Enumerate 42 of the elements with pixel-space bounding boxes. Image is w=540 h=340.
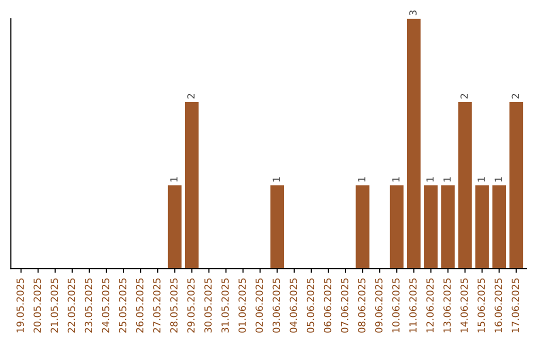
x-tick-label: 20.05.2025 [34,278,41,333]
x-tick-label: 22.05.2025 [68,278,76,333]
data-label: 1 [478,177,485,182]
x-tick-label: 19.05.2025 [16,278,24,332]
data-label: 1 [426,177,434,182]
x-tick-label: 29.05.2025 [187,278,195,333]
x-tick-label: 31.05.2025 [221,278,229,333]
x-tick-label: 04.06.2025 [290,278,298,333]
data-label: 1 [444,177,451,182]
x-tick-label: 21.05.2025 [50,278,58,333]
x-tick-label: 27.05.2025 [153,278,160,333]
x-tick-label: 08.06.2025 [358,278,366,333]
x-tick-label: 25.05.2025 [118,278,126,333]
x-tick-label: 28.05.2025 [170,278,178,333]
data-label: 1 [392,177,400,182]
x-tick-label: 02.06.2025 [256,278,263,333]
x-tick-label: 10.06.2025 [392,278,400,332]
x-tick-label: 06.06.2025 [324,278,332,333]
x-tick-label: 03.06.2025 [272,278,280,333]
data-label: 1 [170,177,178,182]
data-label: 3 [409,10,417,16]
data-label: 1 [272,177,280,182]
x-tick-label: 16.06.2025 [494,278,502,332]
data-label: 2 [512,94,519,99]
x-tick-label: 11.06.2025 [409,278,417,332]
x-tick-label: 14.06.2025 [460,278,468,332]
x-tick-label: 24.05.2025 [102,278,110,333]
x-tick-label: 13.06.2025 [443,278,451,332]
data-label: 1 [358,177,366,182]
x-tick-label: 05.06.2025 [306,278,314,333]
x-tick-label: 09.06.2025 [375,278,382,333]
x-tick-label: 12.06.2025 [426,278,434,332]
data-label: 2 [187,94,194,99]
x-tick-label: 23.05.2025 [84,278,92,333]
x-tick-label: 07.06.2025 [340,278,348,333]
x-tick-label: 26.05.2025 [136,278,144,333]
data-label: 2 [460,94,468,99]
x-tick-label: 30.05.2025 [204,278,212,333]
x-tick-label: 15.06.2025 [478,278,485,332]
x-tick-label: 01.06.2025 [238,278,246,333]
x-tick-label: 17.06.2025 [512,278,520,332]
data-label: 1 [494,177,502,182]
